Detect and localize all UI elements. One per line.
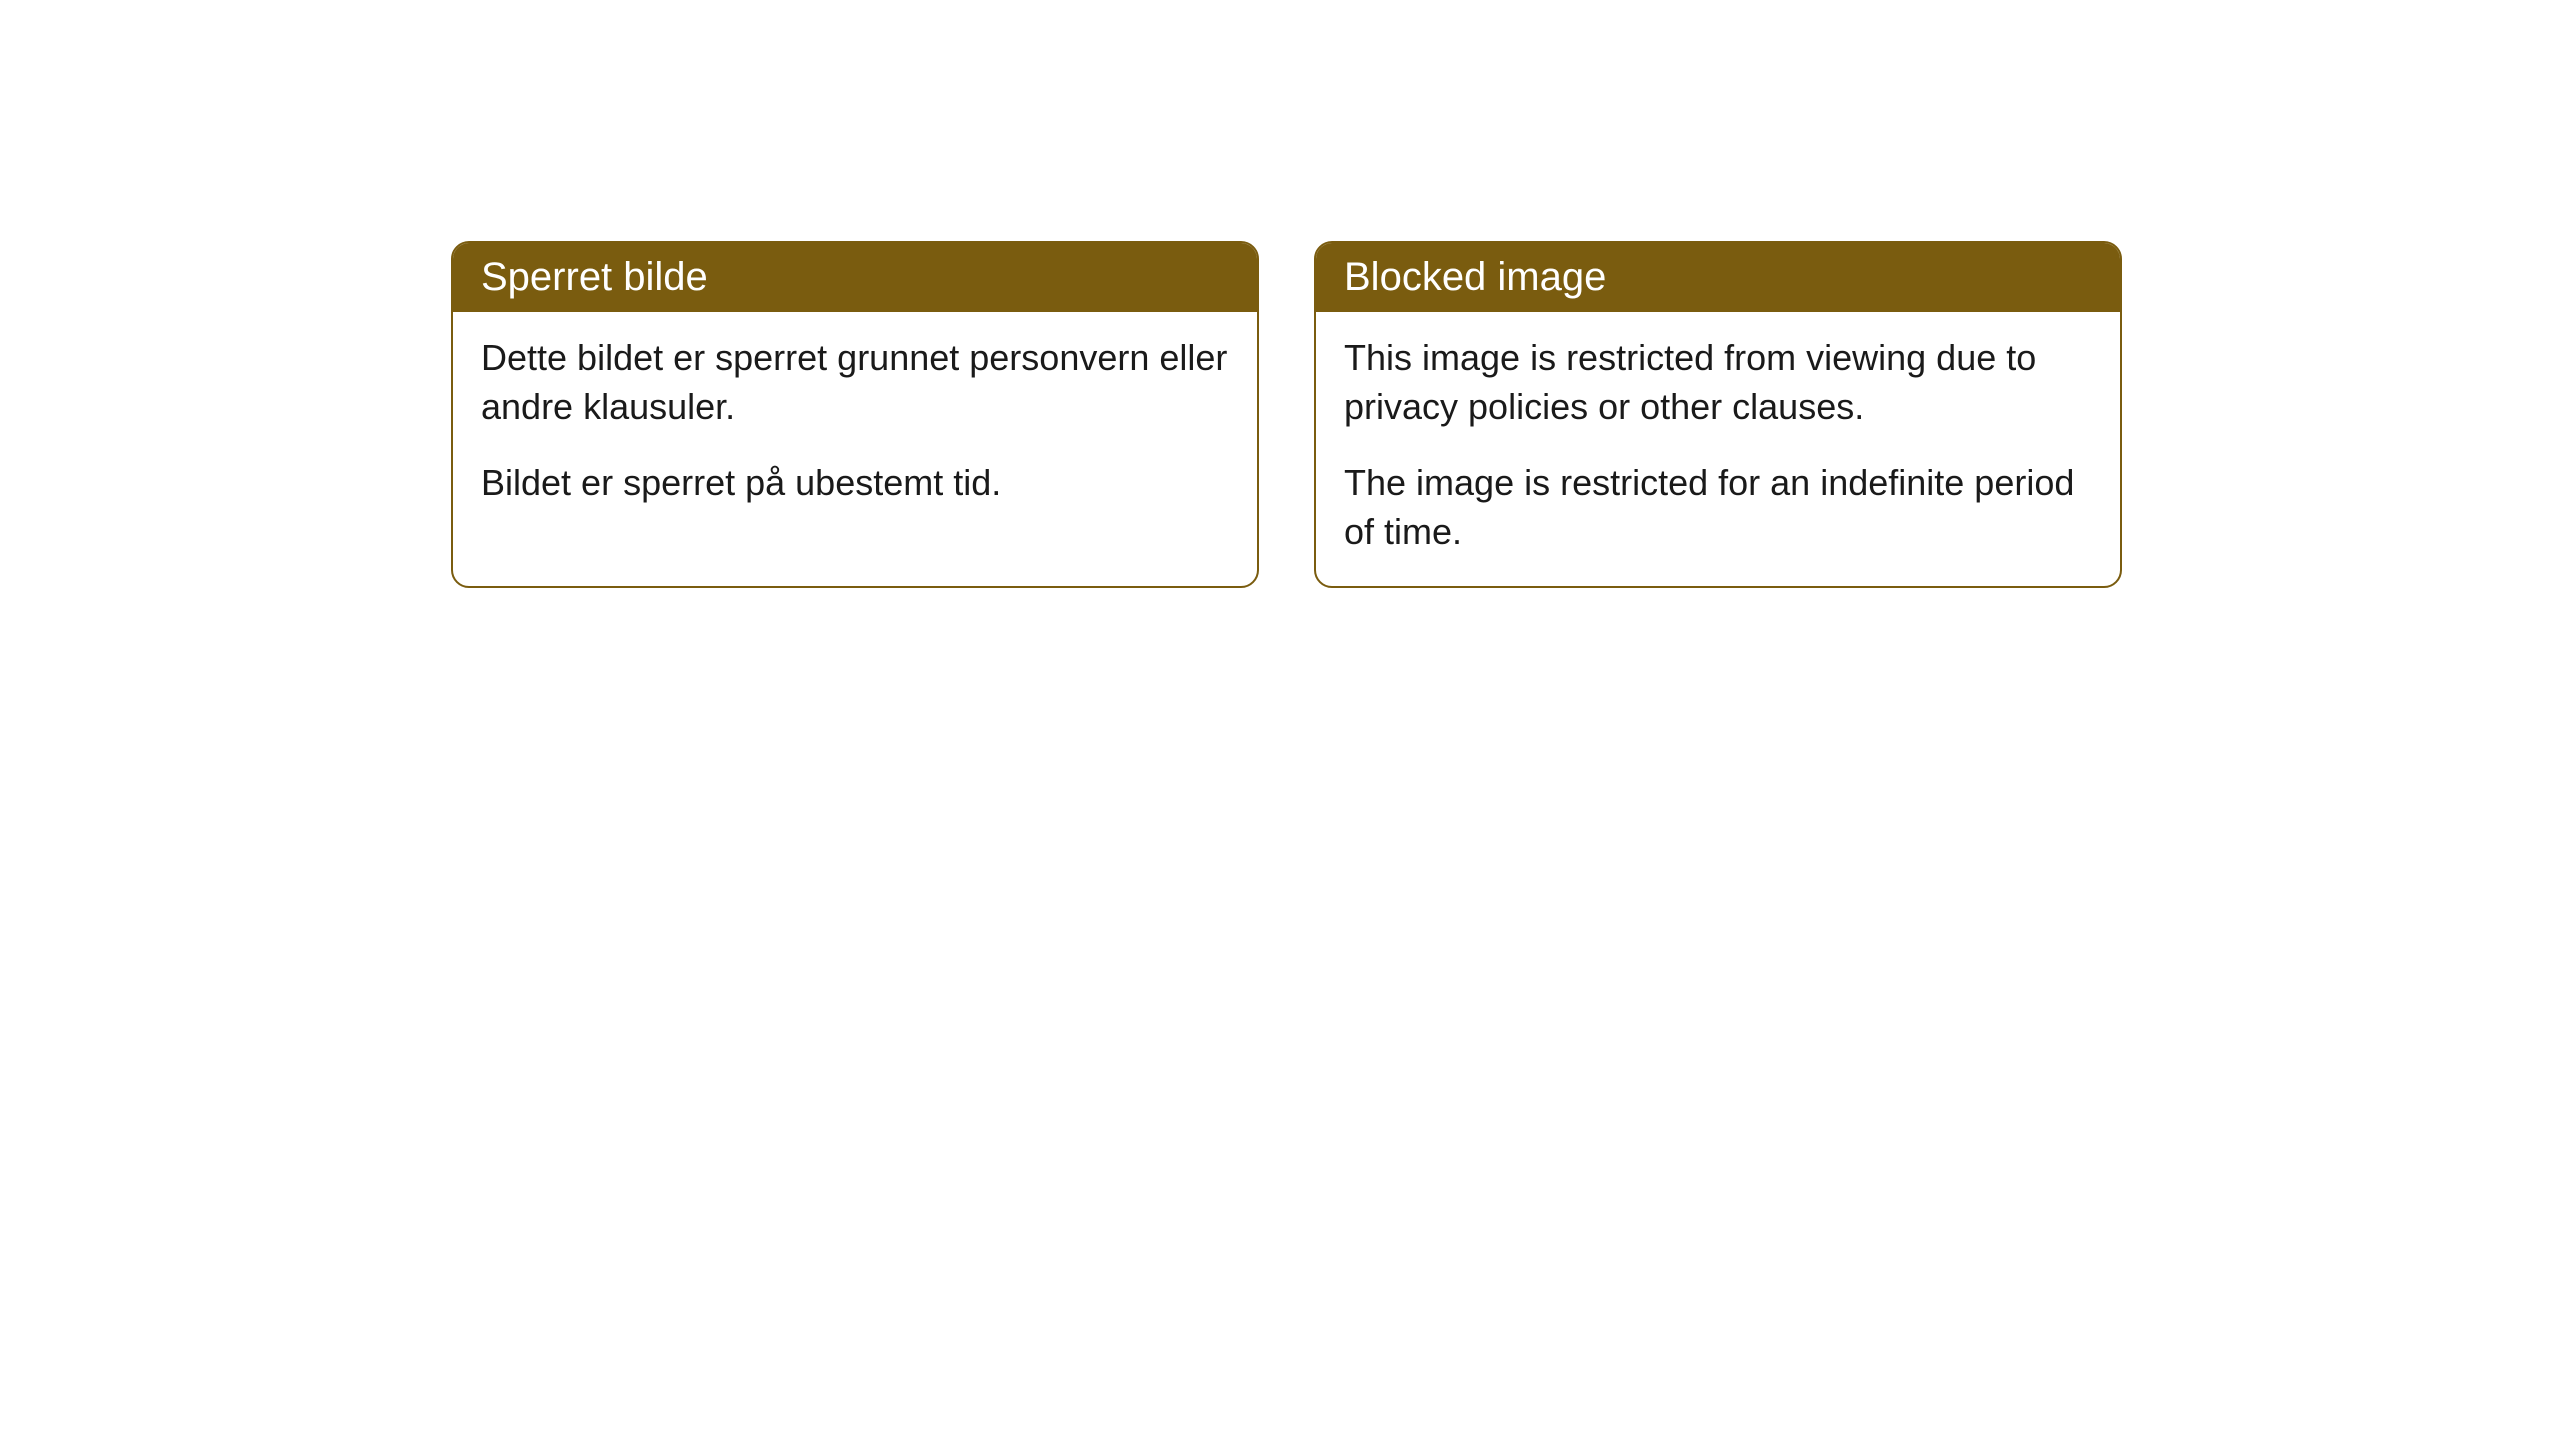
card-paragraph: Bildet er sperret på ubestemt tid. xyxy=(481,459,1229,508)
blocked-image-card-english: Blocked image This image is restricted f… xyxy=(1314,241,2122,588)
card-body: This image is restricted from viewing du… xyxy=(1316,312,2120,586)
blocked-image-card-norwegian: Sperret bilde Dette bildet er sperret gr… xyxy=(451,241,1259,588)
card-paragraph: This image is restricted from viewing du… xyxy=(1344,334,2092,431)
card-header: Blocked image xyxy=(1316,243,2120,312)
card-paragraph: Dette bildet er sperret grunnet personve… xyxy=(481,334,1229,431)
card-paragraph: The image is restricted for an indefinit… xyxy=(1344,459,2092,556)
card-body: Dette bildet er sperret grunnet personve… xyxy=(453,312,1257,538)
notice-cards-container: Sperret bilde Dette bildet er sperret gr… xyxy=(451,241,2122,588)
card-header: Sperret bilde xyxy=(453,243,1257,312)
